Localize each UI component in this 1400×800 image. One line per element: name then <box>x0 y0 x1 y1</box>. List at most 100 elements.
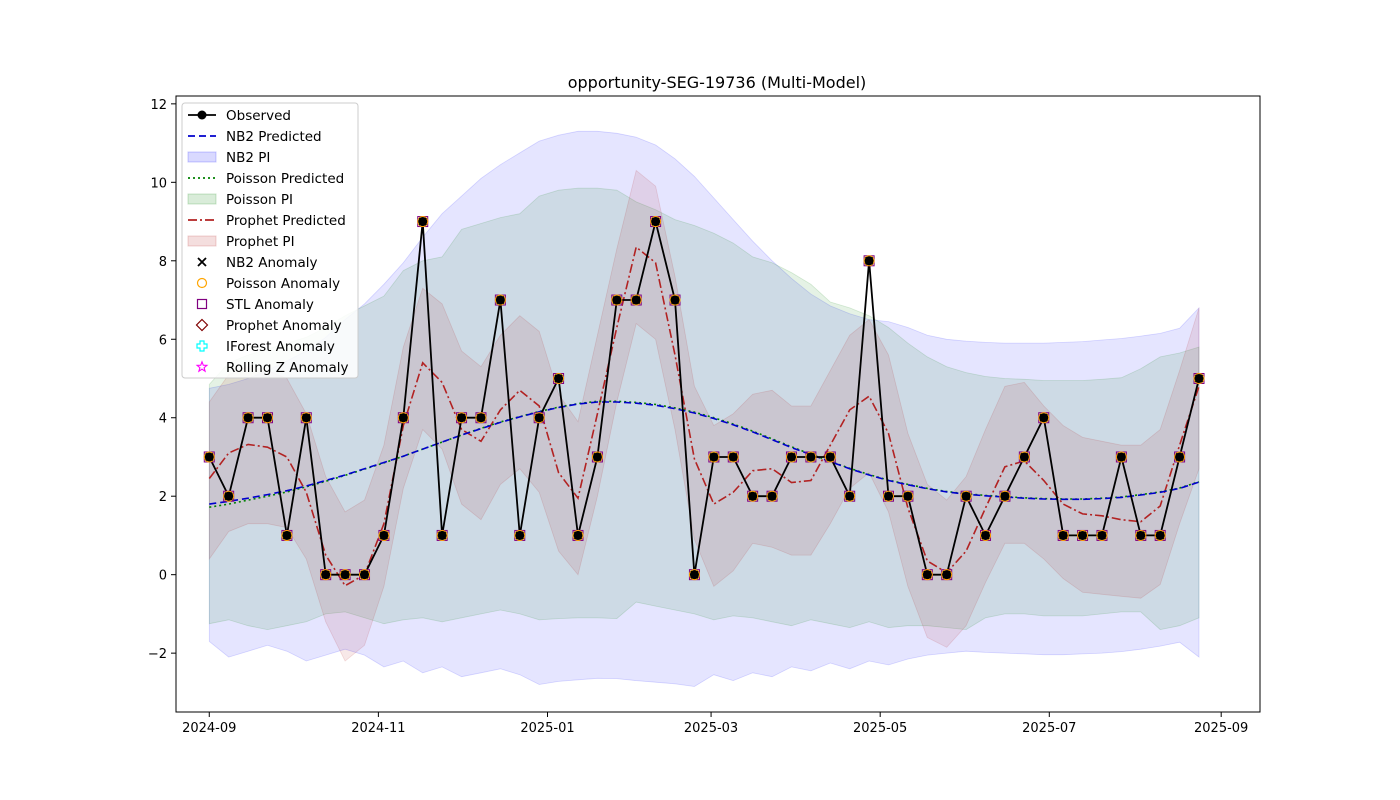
observed-point <box>1135 529 1147 541</box>
legend-item: Rolling Z Anomaly <box>195 360 348 376</box>
poisson-anomaly-marker <box>1077 529 1089 541</box>
poisson-anomaly-marker <box>805 451 817 463</box>
observed-point <box>572 529 584 541</box>
y-tick-label: 2 <box>159 490 167 505</box>
poisson-anomaly-marker <box>1135 529 1147 541</box>
legend-swatch <box>196 340 208 352</box>
poisson-pi-band <box>208 187 1200 631</box>
y-tick-label: 12 <box>150 98 167 113</box>
prophet-predicted-line <box>208 245 1200 587</box>
observed-marker <box>243 413 253 423</box>
poisson-anomaly-marker <box>359 569 371 581</box>
observed-point <box>863 255 875 267</box>
observed-marker <box>1058 530 1068 540</box>
y-tick-label: −2 <box>148 647 167 662</box>
observed-point <box>397 412 409 424</box>
observed-marker <box>1000 491 1010 501</box>
poisson-anomaly-marker <box>397 412 409 424</box>
observed-point <box>650 216 662 228</box>
observed-point <box>1096 529 1108 541</box>
plot-area-frame <box>175 95 1261 713</box>
x-tick-label: 2025-09 <box>1194 721 1248 736</box>
x-tick-label: 2024-11 <box>351 721 405 736</box>
poisson-anomaly-marker <box>980 529 992 541</box>
y-axis: −2 0 2 4 6 8 10 12 <box>148 98 176 662</box>
legend-item: Poisson PI <box>187 192 293 208</box>
legend-label: Rolling Z Anomaly <box>226 360 348 376</box>
x-tick-label: 2025-01 <box>520 721 574 736</box>
nb2-predicted-line <box>209 401 1200 505</box>
observed-point <box>708 451 720 463</box>
legend-label: NB2 Anomaly <box>226 255 317 271</box>
observed-point <box>417 216 429 228</box>
observed-marker <box>806 452 816 462</box>
poisson-anomaly-marker <box>320 569 332 581</box>
observed-marker <box>476 413 486 423</box>
poisson-anomaly-marker <box>242 412 254 424</box>
legend-item: NB2 Predicted <box>188 129 322 145</box>
observed-marker <box>709 452 719 462</box>
observed-point <box>242 412 254 424</box>
legend-label: Poisson Anomaly <box>226 276 340 292</box>
observed-marker <box>767 491 777 501</box>
poisson-anomaly-marker <box>1154 529 1166 541</box>
legend-label: Prophet PI <box>226 234 295 250</box>
observed-marker <box>689 570 699 580</box>
observed-marker <box>942 570 952 580</box>
observed-point <box>669 294 681 306</box>
observed-point <box>611 294 623 306</box>
observed-point <box>902 490 914 502</box>
observed-point <box>844 490 856 502</box>
observed-point <box>1174 451 1186 463</box>
observed-point <box>980 529 992 541</box>
observed-point <box>475 412 487 424</box>
poisson-anomaly-marker <box>766 490 778 502</box>
poisson-anomaly-marker <box>533 412 545 424</box>
observed-point <box>436 529 448 541</box>
observed-marker <box>961 491 971 501</box>
observed-point <box>1077 529 1089 541</box>
poisson-anomaly-marker <box>863 255 875 267</box>
observed-point <box>359 569 371 581</box>
observed-point <box>591 451 603 463</box>
legend-item: Observed <box>188 108 291 124</box>
legend-item: STL Anomaly <box>196 297 314 313</box>
observed-point <box>339 569 351 581</box>
observed-marker <box>224 491 234 501</box>
observed-marker <box>748 491 758 501</box>
poisson-anomaly-marker <box>1057 529 1069 541</box>
poisson-anomaly-marker <box>514 529 526 541</box>
poisson-anomaly-marker <box>708 451 720 463</box>
observed-markers <box>203 216 1205 581</box>
observed-point <box>785 451 797 463</box>
x-axis: 2024-09 2024-11 2025-01 2025-03 2025-05 2025-… <box>182 712 1248 736</box>
legend-label: Poisson PI <box>226 192 293 208</box>
observed-point <box>203 451 215 463</box>
observed-marker <box>398 413 408 423</box>
nb2-pi-band <box>208 130 1200 687</box>
observed-marker <box>262 413 272 423</box>
legend-item: IForest Anomaly <box>196 339 335 355</box>
observed-marker <box>922 570 932 580</box>
observed-point <box>688 569 700 581</box>
observed-point <box>883 490 895 502</box>
observed-marker <box>1136 530 1146 540</box>
observed-marker <box>981 530 991 540</box>
observed-point <box>553 372 565 384</box>
observed-marker <box>1078 530 1088 540</box>
legend-label: Prophet Predicted <box>226 213 346 229</box>
poisson-anomaly-marker <box>960 490 972 502</box>
observed-marker <box>1194 373 1204 383</box>
y-tick-label: 10 <box>150 176 167 191</box>
observed-point <box>941 569 953 581</box>
y-tick-label: 4 <box>159 412 167 427</box>
poisson-anomaly-marker <box>281 529 293 541</box>
observed-marker <box>825 452 835 462</box>
observed-marker <box>418 217 428 227</box>
observed-point <box>824 451 836 463</box>
observed-marker <box>573 530 583 540</box>
observed-point <box>300 412 312 424</box>
observed-point <box>805 451 817 463</box>
poisson-anomaly-marker <box>824 451 836 463</box>
poisson-anomaly-marker <box>1038 412 1050 424</box>
